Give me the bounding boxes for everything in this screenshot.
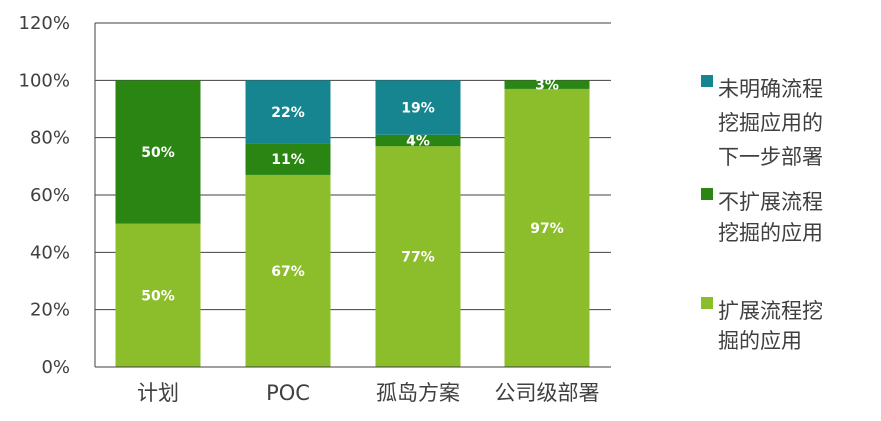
data-label: 3% xyxy=(535,78,559,94)
y-tick-label: 100% xyxy=(19,70,70,91)
y-tick-label: 60% xyxy=(30,185,70,206)
data-label: 50% xyxy=(141,288,175,304)
x-tick-label: 孤岛方案 xyxy=(376,381,460,405)
bar-segment xyxy=(245,80,331,144)
bars-layer xyxy=(115,80,590,367)
data-label: 4% xyxy=(406,134,430,150)
legend-label: 掘的应用 xyxy=(718,329,802,353)
legend-label: 不扩展流程 xyxy=(718,190,823,214)
y-tick-label: 20% xyxy=(30,300,70,321)
axis-layer: 0% 20% 40% 60% 80% 100% 120% 计划 POC 孤岛方案 公司级部署 xyxy=(19,13,611,405)
data-label: 22% xyxy=(271,105,305,121)
bar-segment xyxy=(245,143,331,175)
data-labels-layer: 50% 50% 67% 11% 22% 77% 4% 19% 97% 3% xyxy=(141,78,564,305)
y-tick-label: 0% xyxy=(41,357,70,378)
data-label: 97% xyxy=(530,221,564,237)
bar-segment xyxy=(375,146,461,367)
data-label: 19% xyxy=(401,101,435,117)
x-tick-label: POC xyxy=(266,381,310,405)
bar-segment xyxy=(375,134,461,147)
bar-segment xyxy=(115,80,201,224)
bar-segment xyxy=(504,80,590,89)
bar-segment xyxy=(115,223,201,367)
legend-label: 挖掘的应用 xyxy=(718,221,823,245)
bar-segment xyxy=(375,80,461,135)
data-label: 67% xyxy=(271,264,305,280)
y-tick-label: 40% xyxy=(30,242,70,263)
x-tick-label: 计划 xyxy=(137,381,179,405)
legend-label: 扩展流程挖 xyxy=(718,299,823,323)
legend-swatch xyxy=(701,297,713,309)
y-tick-label: 120% xyxy=(19,13,70,34)
legend-swatch xyxy=(701,188,713,200)
bar-segment xyxy=(245,174,331,367)
legend-label: 下一步部署 xyxy=(718,145,823,169)
data-label: 11% xyxy=(271,152,305,168)
legend-label: 未明确流程 xyxy=(718,77,823,101)
y-tick-label: 80% xyxy=(30,128,70,149)
bar-segment xyxy=(504,88,590,367)
legend-swatch xyxy=(701,75,713,87)
legend-label: 挖掘应用的 xyxy=(718,111,823,135)
x-tick-label: 公司级部署 xyxy=(495,381,600,405)
data-label: 77% xyxy=(401,250,435,266)
data-label: 50% xyxy=(141,145,175,161)
